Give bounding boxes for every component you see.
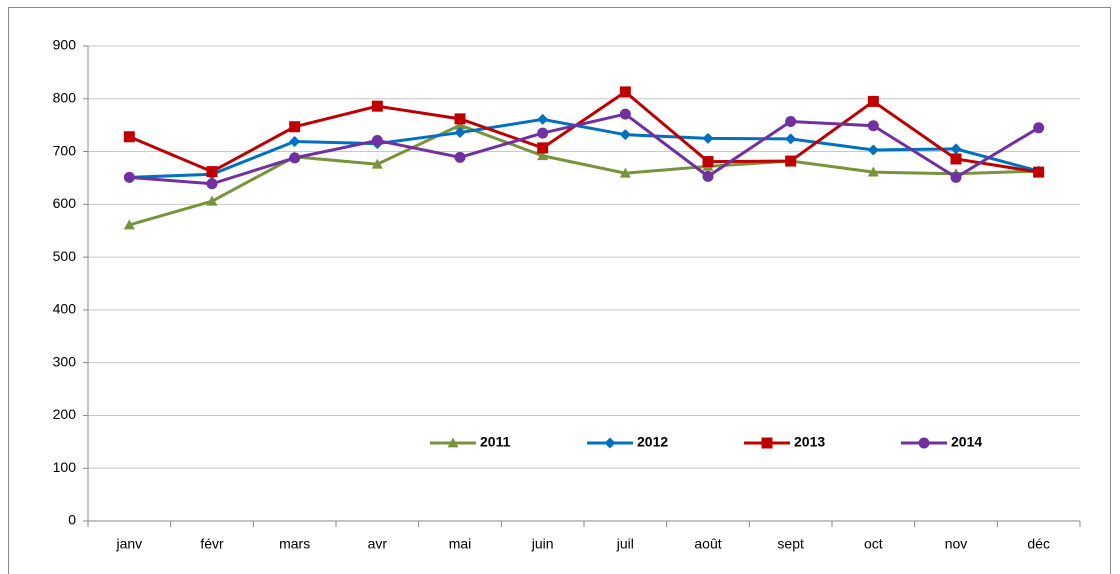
legend-label: 2014 [951,434,982,450]
marker [950,153,962,165]
marker [447,437,459,448]
x-tick-label: nov [945,536,968,552]
y-tick-label: 600 [53,195,77,211]
marker [604,437,616,449]
marker [289,152,301,164]
marker [619,108,631,120]
x-tick-label: juin [531,536,554,552]
marker [619,129,631,141]
marker [619,86,631,98]
marker [289,121,301,133]
x-tick-label: avr [368,536,388,552]
legend-label: 2011 [480,434,511,450]
marker [454,127,466,139]
marker [950,143,962,155]
marker [702,132,714,144]
x-tick-label: sept [777,536,804,552]
marker [454,113,466,125]
marker [1033,122,1045,134]
marker [785,115,797,127]
y-tick-label: 400 [53,301,77,317]
y-tick-label: 700 [53,142,77,158]
y-tick-label: 0 [68,512,76,528]
series-line [129,112,1040,186]
marker [950,171,962,183]
marker [289,136,301,148]
x-tick-label: mai [449,536,472,552]
legend-label: 2012 [637,434,668,450]
marker [123,219,135,230]
marker [371,134,383,146]
y-tick-label: 100 [53,459,77,475]
marker [537,127,549,139]
marker [454,119,466,130]
marker [206,195,218,206]
series-line [128,123,1039,227]
y-tick-label: 900 [53,37,77,53]
y-tick-label: 800 [53,89,77,105]
marker [123,171,135,183]
marker [785,133,797,145]
marker [702,156,714,168]
marker [867,95,879,107]
x-tick-label: mars [279,536,310,552]
y-tick-label: 500 [53,248,77,264]
x-tick-label: juil [616,536,634,552]
y-tick-label: 200 [53,406,77,422]
marker [785,155,797,167]
chart-frame [8,7,1111,574]
x-tick-label: déc [1027,536,1050,552]
marker [619,167,631,178]
marker [1033,166,1045,178]
x-tick-label: janv [115,536,142,552]
series-line [128,90,1039,174]
marker [867,144,879,156]
y-tick-label: 300 [53,353,77,369]
marker [537,150,549,161]
marker [206,178,218,190]
marker [206,166,218,178]
marker [537,142,549,154]
marker [537,113,549,125]
x-tick-label: févr [200,536,224,552]
marker [371,100,383,112]
marker [918,437,930,449]
x-tick-label: oct [864,536,883,552]
marker [454,151,466,163]
marker [867,166,879,177]
marker [123,131,135,143]
marker [867,120,879,132]
series-line [129,117,1040,179]
marker [371,158,383,169]
marker [702,170,714,182]
x-tick-label: août [694,536,721,552]
legend-label: 2013 [794,434,825,450]
marker [761,437,773,449]
